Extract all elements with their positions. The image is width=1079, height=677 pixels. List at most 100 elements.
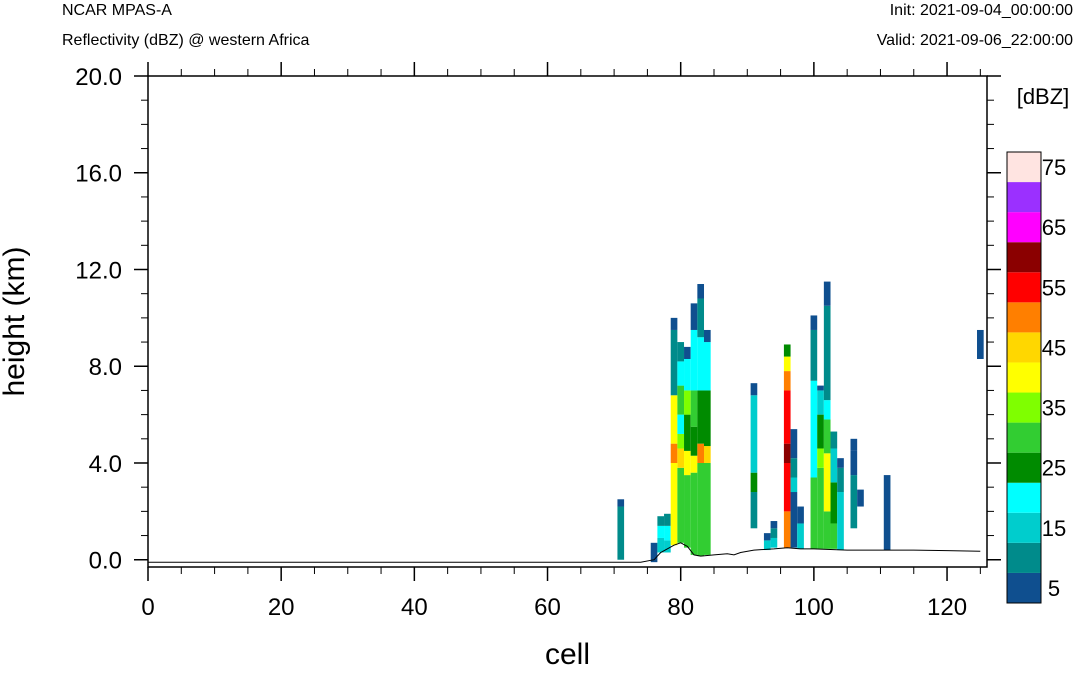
colorbar-label-45: 45: [1042, 335, 1066, 360]
reflectivity-cell-83-2: [697, 390, 705, 444]
colorbar-swatch-30: [1007, 422, 1041, 453]
reflectivity-cell-82-3: [690, 390, 698, 427]
colorbar-swatch-70: [1007, 182, 1041, 213]
reflectivity-cell-78-1: [664, 525, 671, 541]
x-tick-label-4: 80: [667, 594, 694, 621]
reflectivity-cell-82-0: [690, 472, 698, 555]
x-tick-label-6: 120: [927, 594, 967, 621]
reflectivity-cell-84-3: [704, 342, 711, 391]
colorbar-swatch-35: [1007, 392, 1041, 423]
reflectivity-cell-107-0: [857, 489, 864, 507]
reflectivity-cell-78-2: [664, 513, 671, 526]
reflectivity-cell-97-2: [790, 458, 798, 478]
reflectivity-cell-100-2: [810, 329, 818, 381]
y-tick-label-5: 20.0: [75, 64, 122, 91]
reflectivity-cell-83-1: [697, 443, 705, 463]
reflectivity-cell-101-4: [817, 385, 824, 391]
reflectivity-cells: [617, 281, 984, 563]
reflectivity-cell-77-1: [657, 525, 665, 538]
colorbar-swatch-40: [1007, 362, 1041, 393]
left-subtitle: Reflectivity (dBZ) @ western Africa: [62, 32, 310, 49]
colorbar-swatch-5: [1007, 572, 1041, 603]
colorbar-label-55: 55: [1042, 275, 1066, 300]
reflectivity-cell-82-4: [690, 329, 698, 391]
colorbar-swatch-15: [1007, 512, 1041, 543]
reflectivity-cell-94-2: [770, 521, 778, 529]
reflectivity-cell-93-0: [763, 540, 771, 551]
reflectivity-cell-97-0: [790, 492, 798, 548]
reflectivity-cell-81-0: [684, 475, 691, 548]
reflectivity-cell-79-2: [670, 395, 678, 444]
reflectivity-cell-96-3: [783, 390, 791, 444]
reflectivity-cell-98-0: [797, 523, 804, 549]
colorbar-swatch-60: [1007, 242, 1041, 273]
reflectivity-cell-80-2: [677, 433, 685, 449]
reflectivity-cell-96-6: [783, 344, 791, 357]
reflectivity-cell-81-5: [684, 346, 691, 359]
valid-time: Valid: 2021-09-06_22:00:00: [877, 32, 1073, 49]
reflectivity-cell-84-0: [704, 463, 711, 555]
reflectivity-cell-102-1: [823, 453, 831, 512]
reflectivity-cell-96-4: [783, 371, 791, 391]
reflectivity-cell-79-3: [670, 329, 678, 396]
reflectivity-cell-106-1: [850, 450, 858, 476]
y-tick-label-3: 12.0: [75, 257, 122, 284]
reflectivity-cell-80-1: [677, 448, 685, 468]
y-tick-label-2: 8.0: [89, 354, 122, 381]
colorbar-label-15: 15: [1042, 516, 1066, 541]
colorbar-label-35: 35: [1042, 396, 1066, 421]
axis-ticks: 0 20 40 60 80 100 120 0.0 4.0 8.0 12.0 16.0 20.0: [75, 62, 1001, 621]
colorbar-label-5: 5: [1048, 576, 1060, 601]
terrain-line: [148, 542, 981, 563]
colorbar-label-25: 25: [1042, 456, 1066, 481]
colorbar-swatch-25: [1007, 452, 1041, 483]
reflectivity-cell-104-2: [837, 458, 844, 468]
reflectivity-cell-79-0: [670, 463, 678, 546]
reflectivity-cell-100-0: [810, 477, 818, 549]
colorbar-swatch-10: [1007, 542, 1041, 573]
reflectivity-cell-83-0: [697, 463, 705, 557]
colorbar-swatch-75: [1007, 152, 1041, 183]
reflectivity-cell-77-0: [657, 537, 665, 553]
reflectivity-cell-94-0: [770, 537, 778, 548]
left-title: NCAR MPAS-A: [62, 2, 172, 19]
reflectivity-cell-106-0: [850, 475, 858, 529]
reflectivity-cell-79-1: [670, 443, 678, 463]
reflectivity-cell-103-3: [830, 431, 838, 449]
colorbar-frame: [1006, 151, 1042, 604]
plot-frame: [147, 75, 988, 568]
reflectivity-cell-97-1: [790, 477, 798, 493]
colorbar-label-75: 75: [1042, 155, 1066, 180]
reflectivity-cell-82-5: [690, 303, 698, 330]
reflectivity-cell-80-0: [677, 467, 685, 543]
reflectivity-cell-101-0: [817, 467, 824, 549]
reflectivity-cell-81-4: [684, 358, 691, 391]
reflectivity-cell-82-1: [690, 455, 698, 473]
reflectivity-cell-80-5: [677, 361, 685, 386]
reflectivity-cell-101-1: [817, 448, 824, 468]
reflectivity-cell-103-1: [830, 482, 838, 524]
reflectivity-cell-102-2: [823, 419, 831, 454]
reflectivity-cell-96-5: [783, 356, 791, 372]
colorbar-title: [dBZ]: [1017, 84, 1070, 109]
reflectivity-cell-84-2: [704, 390, 711, 447]
colorbar-label-65: 65: [1042, 215, 1066, 240]
colorbar-swatch-65: [1007, 212, 1041, 243]
reflectivity-cell-71-1: [617, 499, 625, 507]
reflectivity-cell-79-4: [670, 317, 678, 330]
reflectivity-cell-80-4: [677, 385, 685, 415]
reflectivity-cell-104-0: [837, 492, 844, 551]
reflectivity-cell-103-2: [830, 448, 838, 483]
y-axis-label: height (km): [0, 246, 31, 396]
reflectivity-cell-82-2: [690, 426, 698, 456]
reflectivity-cell-76-0: [650, 542, 658, 563]
colorbar-swatch-45: [1007, 332, 1041, 363]
reflectivity-cell-102-0: [823, 511, 831, 549]
reflectivity-cell-125-0: [977, 329, 984, 359]
reflectivity-cell-83-5: [697, 284, 705, 299]
reflectivity-cell-100-1: [810, 380, 818, 478]
y-tick-label-1: 4.0: [89, 451, 122, 478]
reflectivity-cell-97-3: [790, 429, 798, 459]
x-tick-label-5: 100: [794, 594, 834, 621]
